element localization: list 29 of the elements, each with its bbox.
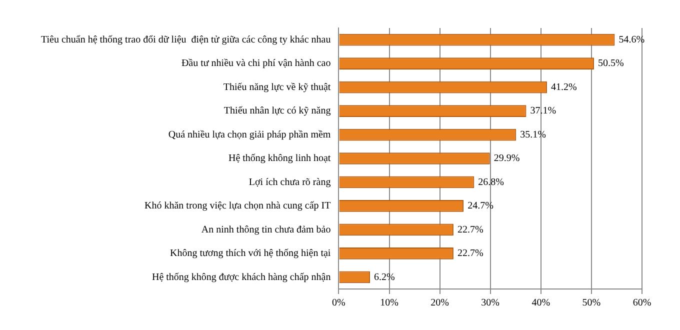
x-tick-label: 0%: [332, 298, 346, 309]
y-tick-label: An ninh thông tin chưa đảm bảo: [201, 224, 331, 236]
data-label: 29.9%: [494, 153, 520, 164]
data-label: 24.7%: [468, 200, 494, 212]
x-tick-label: 60%: [632, 298, 652, 309]
y-tick-label: Thiếu năng lực về kỹ thuật: [223, 82, 331, 93]
x-tick-label: 40%: [532, 298, 550, 309]
data-label: 50.5%: [598, 58, 624, 70]
data-label: 35.1%: [520, 129, 546, 140]
y-tick-label: Thiếu nhân lực có kỹ năng: [224, 106, 331, 117]
data-label: 22.7%: [457, 224, 484, 236]
x-tick-label: 20%: [430, 298, 449, 309]
data-label: 22.7%: [457, 248, 484, 260]
y-tick-label: Quá nhiều lựa chọn giải pháp phần mềm: [168, 129, 331, 140]
data-label: 41.2%: [550, 82, 577, 93]
y-tick-label: Hệ thống không linh hoạt: [228, 153, 331, 164]
y-tick-label: Khó khăn trong việc lựa chọn nhà cung cấp IT: [144, 200, 331, 212]
data-label: 26.8%: [478, 176, 504, 188]
y-tick-label: Đầu tư nhiều và chi phí vận hành cao: [181, 58, 331, 70]
y-tick-label: Tiêu chuẩn hệ thống trao đổi dữ liệu điện tử giữa các công ty khác nhau: [40, 34, 331, 46]
y-tick-label: Không tương thích với hệ thống hiện tại: [170, 248, 331, 260]
x-tick-label: 30%: [481, 298, 500, 309]
data-label: 54.6%: [618, 34, 645, 46]
data-label: 37.1%: [530, 106, 556, 117]
y-tick-label: Hệ thống không được khách hàng chấp nhận: [152, 272, 331, 283]
y-tick-label: Lợi ích chưa rõ ràng: [248, 176, 331, 188]
x-tick-label: 50%: [582, 298, 601, 309]
x-tick-label: 10%: [380, 298, 398, 309]
data-label: 6.2%: [374, 272, 395, 283]
